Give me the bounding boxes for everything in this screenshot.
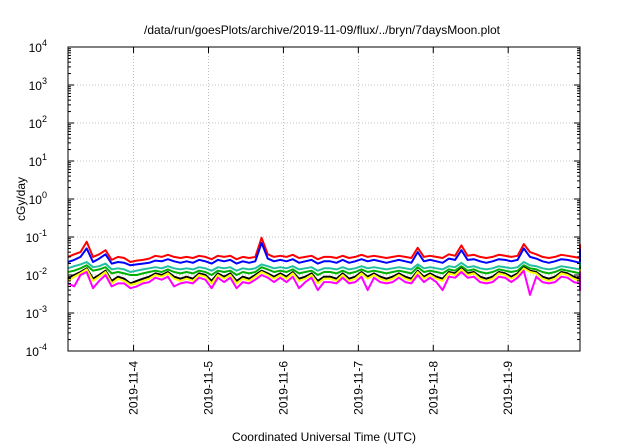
x-tick-label: 2019-11-8	[426, 361, 440, 415]
series-layer	[67, 236, 581, 296]
y-tick-label: 104	[29, 38, 47, 55]
series-line-1	[67, 236, 581, 263]
x-axis-label: Coordinated Universal Time (UTC)	[232, 430, 416, 444]
y-tick-label: 10-1	[26, 228, 47, 245]
y-axis-ticks: 104 103 102 101 100 10-1 10-2 10-3 10-4	[26, 38, 580, 359]
y-tick-label: 100	[29, 190, 47, 207]
y-tick-label: 10-3	[26, 304, 47, 321]
x-tick-label: 2019-11-9	[501, 361, 515, 415]
x-tick-label: 2019-11-7	[351, 361, 365, 415]
chart-title: /data/run/goesPlots/archive/2019-11-09/f…	[144, 23, 501, 37]
y-tick-label: 102	[29, 114, 47, 131]
y-tick-label: 101	[29, 152, 47, 169]
y-axis-label: cGy/day	[14, 177, 28, 221]
series-line-2	[67, 241, 581, 267]
x-tick-label: 2019-11-5	[201, 361, 215, 415]
y-tick-label: 10-2	[26, 266, 47, 283]
y-tick-label: 10-4	[26, 342, 47, 359]
x-axis-ticks: 2019-11-4 2019-11-5 2019-11-6 2019-11-7 2019…	[127, 47, 515, 415]
x-tick-label: 2019-11-4	[127, 361, 141, 415]
y-tick-label: 103	[29, 76, 47, 93]
x-tick-label: 2019-11-6	[276, 361, 290, 415]
grid-lines	[68, 47, 580, 351]
